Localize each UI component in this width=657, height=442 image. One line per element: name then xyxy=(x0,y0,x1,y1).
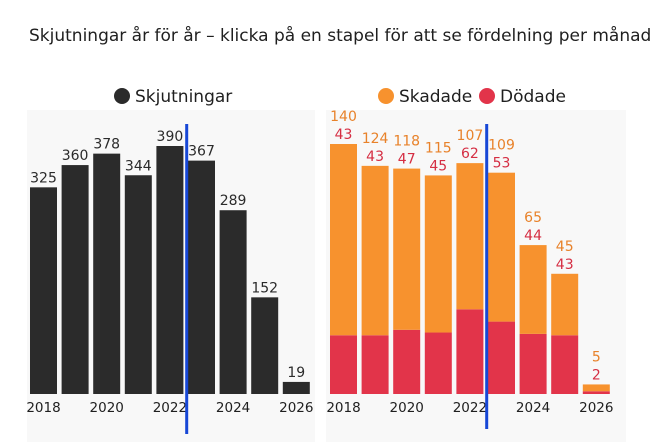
value-label-killed-2018: 43 xyxy=(335,127,353,143)
value-label-shootings-2019: 360 xyxy=(62,148,89,164)
x-tick-left-2022: 2022 xyxy=(153,400,187,416)
x-tick-left-2024: 2024 xyxy=(216,400,250,416)
right-chart-bars: 43 140 43 124 47 118 45 115 62 107 53 109 44 65 43 45 2 5 xyxy=(330,109,610,394)
value-label-injured-2019: 124 xyxy=(362,131,389,147)
x-axis-ticks: 2018 2020 2022 2024 2026 2018 2020 2022 2024 2026 xyxy=(26,400,613,416)
value-label-killed-2025: 43 xyxy=(556,257,574,273)
legend-label-shootings: Skjutningar xyxy=(135,87,232,107)
bar-shootings-2018[interactable] xyxy=(30,187,57,394)
bar-killed-2020[interactable] xyxy=(393,329,421,394)
bar-injured-2020[interactable] xyxy=(393,168,421,330)
x-tick-left-2026: 2026 xyxy=(279,400,313,416)
value-label-killed-2019: 43 xyxy=(366,149,384,165)
legend-swatch-injured xyxy=(378,88,394,104)
bar-shootings-2025[interactable] xyxy=(251,297,279,394)
value-label-shootings-2026: 19 xyxy=(287,365,305,381)
value-label-shootings-2023: 367 xyxy=(188,144,215,160)
value-label-shootings-2024: 289 xyxy=(220,193,247,209)
bar-injured-2022[interactable] xyxy=(456,163,484,310)
bar-shootings-2023[interactable] xyxy=(188,160,215,394)
value-label-injured-2023: 109 xyxy=(488,138,515,154)
marker-line-left[interactable] xyxy=(185,124,189,434)
bar-injured-2023[interactable] xyxy=(488,172,515,322)
x-tick-left-2020: 2020 xyxy=(90,400,124,416)
x-tick-right-2022: 2022 xyxy=(453,400,487,416)
value-label-shootings-2025: 152 xyxy=(251,280,278,296)
value-label-shootings-2021: 344 xyxy=(125,158,152,174)
bar-killed-2023[interactable] xyxy=(488,321,515,394)
marker-lines xyxy=(185,124,489,434)
legend-swatch-shootings xyxy=(114,88,130,104)
bar-killed-2022[interactable] xyxy=(456,309,484,394)
bar-injured-2018[interactable] xyxy=(330,144,357,336)
marker-line-right[interactable] xyxy=(485,124,489,429)
value-label-injured-2025: 45 xyxy=(556,239,574,255)
x-tick-right-2020: 2020 xyxy=(390,400,424,416)
value-label-shootings-2018: 325 xyxy=(30,170,57,186)
bar-killed-2021[interactable] xyxy=(424,332,452,394)
bar-shootings-2022[interactable] xyxy=(156,146,184,394)
bar-shootings-2021[interactable] xyxy=(124,175,152,394)
chart-title: Skjutningar år för år – klicka på en sta… xyxy=(29,26,652,46)
x-tick-right-2026: 2026 xyxy=(579,400,613,416)
x-tick-right-2018: 2018 xyxy=(326,400,360,416)
bar-injured-2024[interactable] xyxy=(519,245,547,334)
legend-label-killed: Dödade xyxy=(500,87,566,107)
value-label-injured-2021: 115 xyxy=(425,140,452,156)
value-label-killed-2020: 47 xyxy=(398,152,416,168)
bar-killed-2025[interactable] xyxy=(551,335,579,394)
bar-killed-2024[interactable] xyxy=(519,333,547,394)
bar-injured-2025[interactable] xyxy=(551,273,579,336)
right-legend: Skadade Dödade xyxy=(378,87,566,107)
value-label-killed-2022: 62 xyxy=(461,146,479,162)
legend-label-injured: Skadade xyxy=(399,87,472,107)
bar-injured-2021[interactable] xyxy=(424,175,452,333)
bar-shootings-2019[interactable] xyxy=(61,165,89,394)
value-label-injured-2020: 118 xyxy=(393,134,420,150)
bar-killed-2018[interactable] xyxy=(330,335,357,394)
x-tick-right-2024: 2024 xyxy=(516,400,550,416)
legend-swatch-killed xyxy=(479,88,495,104)
bar-shootings-2020[interactable] xyxy=(93,153,121,394)
value-label-injured-2018: 140 xyxy=(330,109,357,125)
value-label-shootings-2022: 390 xyxy=(157,129,184,145)
value-label-shootings-2020: 378 xyxy=(93,137,120,153)
value-label-injured-2026: 5 xyxy=(592,349,601,365)
bar-killed-2026[interactable] xyxy=(582,391,610,394)
bar-killed-2019[interactable] xyxy=(361,335,389,394)
left-legend: Skjutningar xyxy=(114,87,232,107)
bar-shootings-2026[interactable] xyxy=(282,381,310,394)
bar-shootings-2024[interactable] xyxy=(219,210,247,394)
bar-injured-2019[interactable] xyxy=(361,165,389,336)
value-label-killed-2026: 2 xyxy=(592,367,601,383)
value-label-killed-2024: 44 xyxy=(524,228,542,244)
value-label-injured-2022: 107 xyxy=(457,128,484,144)
value-label-injured-2024: 65 xyxy=(524,210,542,226)
value-label-killed-2023: 53 xyxy=(493,156,511,172)
value-label-killed-2021: 45 xyxy=(429,158,447,174)
x-tick-left-2018: 2018 xyxy=(26,400,60,416)
bar-injured-2026[interactable] xyxy=(582,384,610,392)
